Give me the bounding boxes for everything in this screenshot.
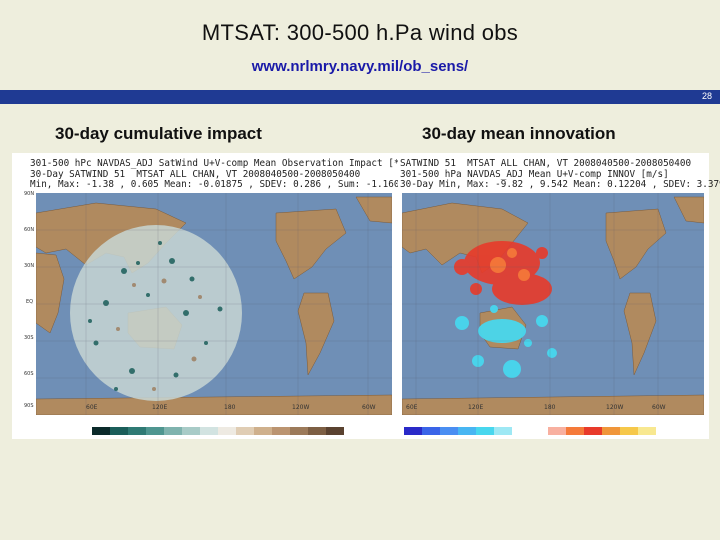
north-america-landmass bbox=[605, 208, 667, 280]
innovation-header-line: SATWIND 51 MTSAT ALL CHAN, VT 2008040500… bbox=[400, 158, 692, 169]
antarctica-landmass bbox=[36, 394, 392, 415]
south-america-landmass bbox=[623, 292, 657, 376]
impact-header-line: 301-500 hPc NAVDAS_ADJ SatWind U+V-comp … bbox=[30, 158, 428, 169]
lon-label: 180 bbox=[224, 404, 236, 411]
innovation-obs bbox=[454, 241, 557, 378]
impact-header: 301-500 hPc NAVDAS_ADJ SatWind U+V-comp … bbox=[30, 158, 428, 191]
title-bar: 28 bbox=[0, 90, 720, 104]
greenland-landmass bbox=[355, 196, 392, 224]
impact-header-line: Min, Max: -1.38 , 0.605 Mean: -0.01875 ,… bbox=[30, 179, 406, 190]
innovation-header-line: 30-Day Min, Max: -9.82 , 9.542 Mean: 0.1… bbox=[400, 179, 720, 190]
impact-colorbar bbox=[92, 427, 344, 435]
lon-label: 60W bbox=[652, 404, 666, 411]
lon-label: 120W bbox=[606, 404, 624, 411]
south-america-landmass bbox=[297, 292, 335, 376]
lat-label: 90N bbox=[24, 191, 35, 197]
lat-label: 90S bbox=[24, 403, 34, 409]
lat-label: 60S bbox=[24, 371, 34, 377]
north-america-landmass bbox=[275, 208, 347, 280]
impact-map bbox=[36, 193, 392, 415]
impact-header-line: 30-Day SATWIND 51 MTSAT ALL CHAN, VT 200… bbox=[30, 168, 361, 180]
innovation-panel: SATWIND 51 MTSAT ALL CHAN, VT 2008040500… bbox=[398, 153, 720, 439]
lat-label: 30S bbox=[24, 335, 34, 341]
impact-disk bbox=[70, 225, 242, 401]
impact-panel: 301-500 hPc NAVDAS_ADJ SatWind U+V-comp … bbox=[12, 153, 428, 439]
antarctica-landmass bbox=[402, 394, 704, 415]
lat-label: 30N bbox=[24, 263, 35, 269]
innovation-header: SATWIND 51 MTSAT ALL CHAN, VT 2008040500… bbox=[400, 158, 720, 191]
lon-label: 180 bbox=[544, 404, 556, 411]
innovation-map bbox=[402, 193, 704, 415]
lon-label: 60E bbox=[86, 404, 98, 411]
lon-label: 60W bbox=[362, 404, 376, 411]
innovation-colorbar bbox=[404, 427, 656, 435]
greenland-landmass bbox=[673, 196, 704, 224]
lat-label: 60N bbox=[24, 227, 35, 233]
source-url: www.nrlmry.navy.mil/ob_sens/ bbox=[251, 58, 469, 75]
lon-label: 120E bbox=[468, 404, 484, 411]
innovation-header-line: 301-500 hPa NAVDAS_ADJ Mean U+V-comp INN… bbox=[400, 168, 669, 180]
lon-label: 120W bbox=[292, 404, 310, 411]
left-caption: 30-day cumulative impact bbox=[55, 124, 262, 143]
lon-label: 120E bbox=[152, 404, 168, 411]
lat-label: EQ bbox=[26, 299, 34, 305]
world-map-innovation bbox=[402, 193, 704, 415]
lon-label: 60E bbox=[406, 404, 418, 411]
africa-landmass bbox=[36, 252, 65, 334]
world-map-impact bbox=[36, 193, 392, 415]
slide-title: MTSAT: 300-500 h.Pa wind obs bbox=[201, 20, 519, 45]
right-caption: 30-day mean innovation bbox=[422, 124, 616, 143]
slide-number: 28 bbox=[701, 91, 712, 101]
